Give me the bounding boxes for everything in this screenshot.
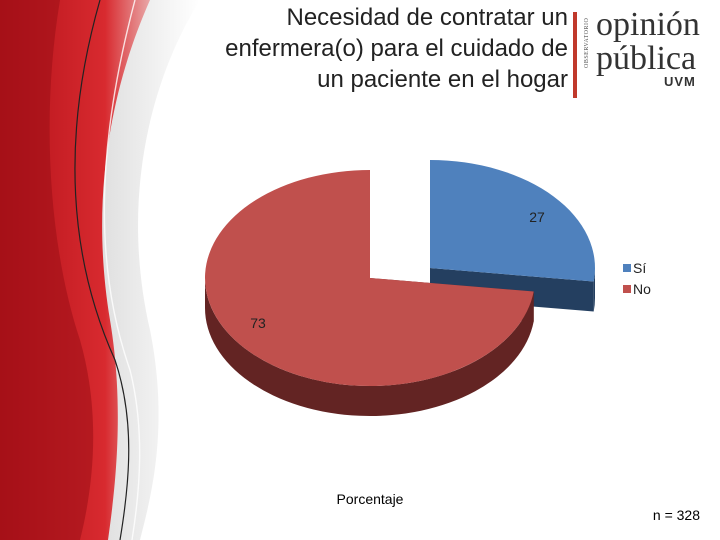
logo-line-3: UVM xyxy=(664,74,696,89)
left-curve-line-2 xyxy=(103,0,141,540)
legend-swatch xyxy=(623,264,631,272)
chart-title: Necesidad de contratar un enfermera(o) p… xyxy=(150,2,568,95)
logo-line-2: pública xyxy=(596,40,697,77)
title-line: Necesidad de contratar un xyxy=(286,4,568,31)
pie-data-label: 27 xyxy=(529,209,545,225)
pie-slice-side xyxy=(593,268,595,312)
title-line: un paciente en el hogar xyxy=(317,66,568,93)
logo-divider xyxy=(573,12,577,98)
left-dark-swirl xyxy=(0,0,94,540)
opinion-publica-logo: OBSERVATORIO opinión pública UVM xyxy=(582,6,714,90)
title-line: enfermera(o) para el cuidado de xyxy=(225,35,568,62)
pie-data-label: 73 xyxy=(250,315,266,331)
logo-line-1: opinión xyxy=(596,6,700,43)
legend-label: No xyxy=(633,281,651,297)
left-curve-line-1 xyxy=(74,0,130,540)
legend-label: Sí xyxy=(633,260,646,276)
sample-size: n = 328 xyxy=(652,507,700,523)
pie-slice-side xyxy=(205,278,534,416)
legend-swatch xyxy=(623,285,631,293)
chart-xlabel: Porcentaje xyxy=(336,491,404,507)
pie-slice-si xyxy=(430,160,595,282)
pie-slice-no xyxy=(204,170,534,386)
